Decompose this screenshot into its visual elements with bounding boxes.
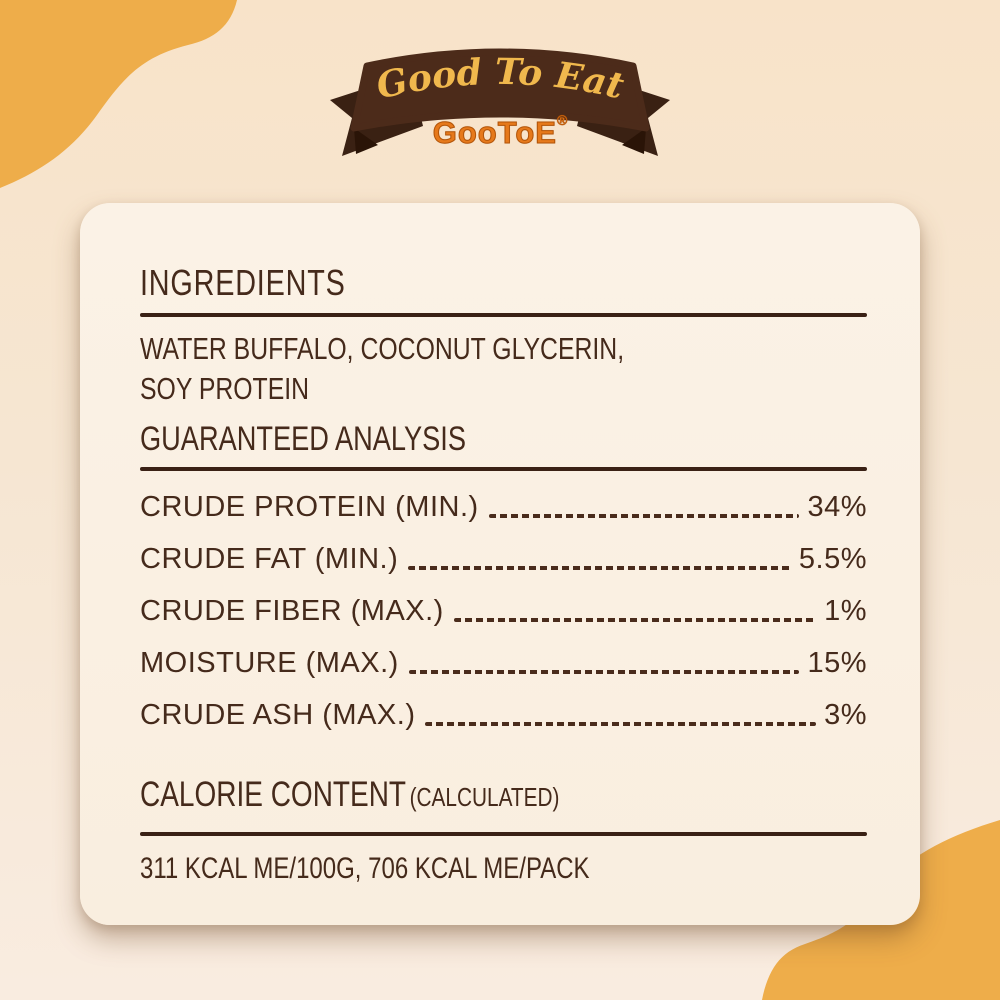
ribbon-banner-graphic: Good To Eat xyxy=(330,48,670,156)
analysis-row: CRUDE ASH (MAX.) 3% xyxy=(140,689,867,741)
ribbon-fold-left xyxy=(354,128,378,154)
brand-logo-text: GooToE xyxy=(432,115,557,151)
ingredients-line-2: SOY PROTEIN xyxy=(140,371,310,406)
dotted-leader xyxy=(453,618,817,622)
analysis-table: CRUDE PROTEIN (MIN.) 34% CRUDE FAT (MIN.… xyxy=(140,481,867,741)
dotted-leader xyxy=(488,514,800,518)
calorie-heading-text: CALORIE CONTENT xyxy=(140,775,407,814)
analysis-label: MOISTURE (MAX.) xyxy=(140,646,399,679)
registered-mark: ® xyxy=(556,112,568,129)
divider-ingredients xyxy=(140,313,867,317)
dotted-leader xyxy=(408,566,791,570)
analysis-label: CRUDE FAT (MIN.) xyxy=(140,542,399,575)
ingredients-line-1: WATER BUFFALO, COCONUT GLYCERIN, xyxy=(140,331,625,366)
analysis-row: CRUDE FAT (MIN.) 5.5% xyxy=(140,533,867,585)
divider-analysis xyxy=(140,467,867,471)
analysis-label: CRUDE ASH (MAX.) xyxy=(140,698,416,731)
analysis-value: 3% xyxy=(824,698,867,731)
analysis-label: CRUDE FIBER (MAX.) xyxy=(140,594,444,627)
analysis-value: 34% xyxy=(807,490,867,523)
dotted-leader xyxy=(408,670,800,674)
corner-blob-top-left xyxy=(0,0,237,188)
divider-calorie xyxy=(140,832,867,836)
dotted-leader xyxy=(425,722,817,726)
analysis-value: 1% xyxy=(824,594,867,627)
brand-logo: GooToE® xyxy=(0,112,1000,151)
guaranteed-analysis-heading: GUARANTEED ANALYSIS xyxy=(140,420,466,458)
calorie-qualifier: (CALCULATED) xyxy=(409,782,560,812)
nutrition-label-card: INGREDIENTS WATER BUFFALO, COCONUT GLYCE… xyxy=(80,203,920,925)
calorie-heading: CALORIE CONTENT (CALCULATED) xyxy=(140,773,867,824)
analysis-label: CRUDE PROTEIN (MIN.) xyxy=(140,490,479,523)
analysis-row: MOISTURE (MAX.) 15% xyxy=(140,637,867,689)
ribbon-fold-right xyxy=(622,128,646,154)
ribbon-band xyxy=(350,48,650,132)
analysis-row: CRUDE FIBER (MAX.) 1% xyxy=(140,585,867,637)
analysis-value: 5.5% xyxy=(798,542,867,575)
analysis-value: 15% xyxy=(807,646,867,679)
calorie-value-line: 311 KCAL ME/100G, 706 KCAL ME/PACK xyxy=(140,852,590,885)
analysis-row: CRUDE PROTEIN (MIN.) 34% xyxy=(140,481,867,533)
ribbon-banner: Good To Eat xyxy=(305,46,695,176)
ingredients-list: WATER BUFFALO, COCONUT GLYCERIN, SOY PRO… xyxy=(140,329,867,409)
ingredients-heading: INGREDIENTS xyxy=(140,262,346,303)
